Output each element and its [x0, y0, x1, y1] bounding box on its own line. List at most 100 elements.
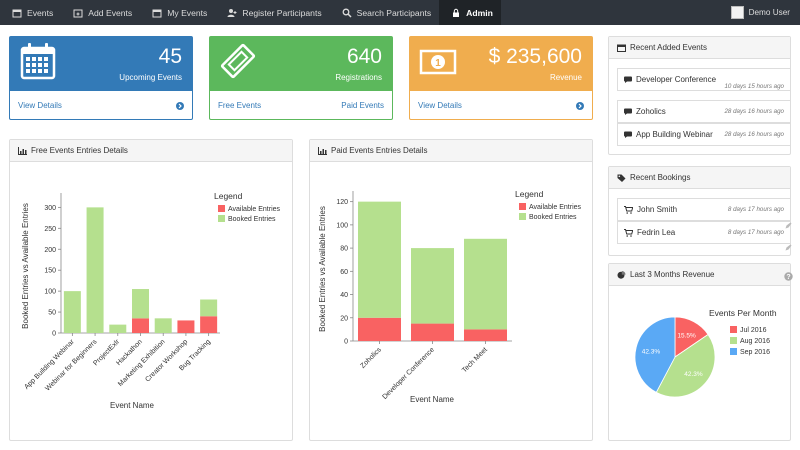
legend-swatch — [519, 203, 526, 210]
y-tick-label: 80 — [340, 246, 348, 253]
bar-available — [200, 316, 218, 333]
nav-admin[interactable]: Admin — [439, 0, 501, 25]
bar-booked — [200, 299, 218, 317]
card-top: 640 Registrations — [210, 37, 392, 91]
panel-title: Free Events Entries Details — [31, 146, 128, 155]
card-footer[interactable]: View Details — [10, 91, 192, 120]
card-top: 1 $ 235,600 Revenue — [410, 37, 592, 91]
bar-available — [464, 329, 507, 341]
y-tick-label: 0 — [344, 339, 348, 346]
legend-swatch — [730, 326, 737, 333]
cart-icon — [624, 205, 633, 214]
top-navbar: Events Add Events My Events Register Par… — [0, 0, 800, 25]
pie-chart-icon — [617, 270, 626, 279]
legend-label: Booked Entries — [228, 216, 276, 223]
bar-booked — [86, 207, 104, 333]
panel-header: Recent Added Events — [609, 37, 790, 59]
event-time: 28 days 16 hours ago — [724, 108, 784, 115]
legend-swatch — [519, 213, 526, 220]
event-time: 28 days 16 hours ago — [724, 131, 784, 138]
pie-value-label: 15.5% — [677, 333, 696, 340]
recent-bookings-panel: Recent Bookings John Smith 8 days 17 hou… — [608, 166, 791, 256]
revenue-pie-chart: 15.5% 42.3% 42.3% Events Per Month Jul 2016 A… — [634, 308, 777, 398]
lock-icon — [453, 8, 460, 17]
registrations-card: 640 Registrations Free Events Paid Event… — [209, 36, 393, 120]
bar-chart-icon — [18, 146, 27, 155]
pencil-icon[interactable] — [785, 244, 792, 251]
calendar-plus-icon — [73, 9, 83, 17]
booking-time: 8 days 17 hours ago — [727, 206, 784, 213]
list-item[interactable]: App Building Webinar 28 days 16 hours ag… — [617, 123, 791, 146]
nav-register-participants[interactable]: Register Participants — [215, 0, 329, 25]
view-details-link[interactable]: View Details — [418, 101, 462, 110]
nav-my-events-label: My Events — [167, 7, 208, 18]
revenue-card: 1 $ 235,600 Revenue View Details — [409, 36, 593, 120]
help-icon[interactable]: ? — [784, 272, 793, 281]
legend-label: Available Entries — [228, 206, 281, 213]
comment-icon — [624, 108, 632, 115]
legend-swatch — [730, 337, 737, 344]
user-plus-icon — [227, 8, 237, 17]
list-item[interactable]: Zoholics 28 days 16 hours ago — [617, 100, 791, 123]
card-top: 45 Upcoming Events — [10, 37, 192, 91]
list-item[interactable]: John Smith 8 days 17 hours ago — [617, 198, 791, 221]
event-name: Zoholics — [636, 107, 666, 116]
arrow-circle-right-icon[interactable] — [576, 101, 584, 110]
registrations-label: Registrations — [335, 73, 382, 82]
legend-label: Aug 2016 — [740, 338, 770, 345]
booking-time: 8 days 17 hours ago — [727, 229, 784, 236]
recent-events-panel: Recent Added Events Developer Conference… — [608, 36, 791, 155]
legend-label: Booked Entries — [529, 214, 577, 221]
nav-add-events[interactable]: Add Events — [61, 0, 140, 25]
nav-admin-label: Admin — [466, 7, 493, 18]
legend-swatch — [218, 205, 225, 212]
nav-search-participants[interactable]: Search Participants — [330, 0, 440, 25]
legend-title: Legend — [214, 191, 243, 201]
y-tick-label: 50 — [48, 310, 56, 317]
nav-search-label: Search Participants — [356, 7, 432, 18]
event-name: Developer Conference — [636, 75, 717, 84]
booking-name: Fedrin Lea — [637, 228, 676, 237]
y-tick-label: 200 — [44, 247, 56, 254]
cart-icon — [624, 228, 633, 237]
legend-title: Legend — [515, 189, 544, 199]
bar-chart-icon — [318, 146, 327, 155]
bar-available — [177, 320, 195, 333]
ticket-icon — [220, 43, 256, 79]
bar-available — [411, 323, 454, 341]
y-tick-label: 40 — [340, 292, 348, 299]
x-tick-label: Creator Workshop — [144, 338, 189, 383]
pencil-icon[interactable] — [785, 222, 792, 229]
x-tick-label: Tech Meet — [461, 346, 489, 374]
upcoming-events-card: 45 Upcoming Events View Details — [9, 36, 193, 120]
arrow-circle-right-icon[interactable] — [176, 101, 184, 110]
calendar-icon — [20, 43, 56, 80]
panel-title: Recent Added Events — [630, 43, 707, 52]
pie-title: Events Per Month — [709, 308, 777, 318]
calendar-icon — [12, 9, 22, 17]
nav-my-events[interactable]: My Events — [140, 0, 215, 25]
y-tick-label: 100 — [44, 289, 56, 296]
card-footer[interactable]: View Details — [410, 91, 592, 120]
list-item[interactable]: Fedrin Lea 8 days 17 hours ago — [617, 221, 791, 244]
bar-booked — [63, 291, 81, 333]
nav-events[interactable]: Events — [0, 0, 61, 25]
x-axis-title: Event Name — [410, 395, 455, 404]
calendar-icon — [617, 44, 626, 52]
x-tick-label: Zoholics — [360, 346, 384, 370]
list-item[interactable]: Developer Conference — [617, 68, 791, 91]
user-menu[interactable]: Demo User — [730, 0, 790, 25]
bar-available — [358, 317, 401, 341]
bar-available — [132, 318, 149, 333]
nav-register-label: Register Participants — [242, 7, 322, 18]
card-footer: Free Events Paid Events — [210, 91, 392, 120]
paid-events-link[interactable]: Paid Events — [341, 101, 384, 110]
upcoming-events-label: Upcoming Events — [119, 73, 182, 82]
paid-events-panel: Paid Events Entries Details 0 20 40 60 80 100… — [309, 139, 593, 441]
x-axis-title: Event Name — [110, 401, 155, 410]
view-details-link[interactable]: View Details — [18, 101, 62, 110]
y-tick-label: 150 — [44, 268, 56, 275]
panel-header: Paid Events Entries Details — [310, 140, 592, 162]
free-events-link[interactable]: Free Events — [218, 101, 262, 110]
